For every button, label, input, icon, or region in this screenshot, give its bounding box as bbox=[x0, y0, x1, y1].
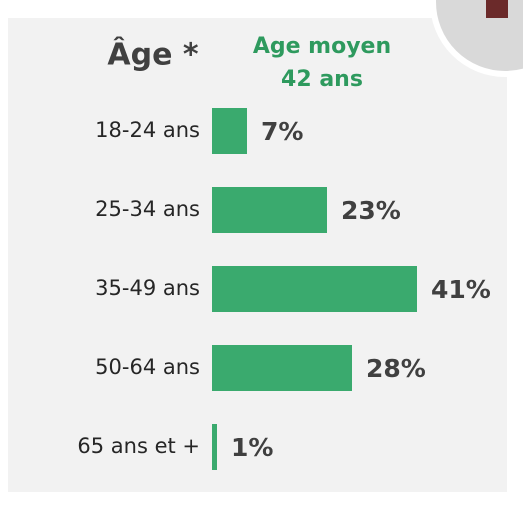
value-label: 1% bbox=[231, 433, 273, 462]
bar bbox=[212, 345, 352, 391]
category-label: 25-34 ans bbox=[95, 197, 200, 221]
chart: Âge * Age moyen 42 ans 18-24 ans 7% 25-34 an… bbox=[0, 0, 523, 505]
category-label: 35-49 ans bbox=[95, 276, 200, 300]
value-label: 28% bbox=[366, 354, 426, 383]
bar bbox=[212, 424, 217, 470]
photo-detail bbox=[486, 0, 508, 18]
category-label: 65 ans et + bbox=[77, 434, 200, 458]
value-label: 23% bbox=[341, 196, 401, 225]
bar bbox=[212, 108, 247, 154]
category-label: 18-24 ans bbox=[95, 118, 200, 142]
bar bbox=[212, 187, 327, 233]
value-label: 7% bbox=[261, 117, 303, 146]
chart-title: Âge * bbox=[107, 37, 198, 73]
annotation: Age moyen bbox=[253, 34, 391, 59]
category-label: 50-64 ans bbox=[95, 355, 200, 379]
annotation: 42 ans bbox=[281, 67, 363, 92]
bar bbox=[212, 266, 417, 312]
value-label: 41% bbox=[431, 275, 491, 304]
panel bbox=[8, 18, 507, 492]
